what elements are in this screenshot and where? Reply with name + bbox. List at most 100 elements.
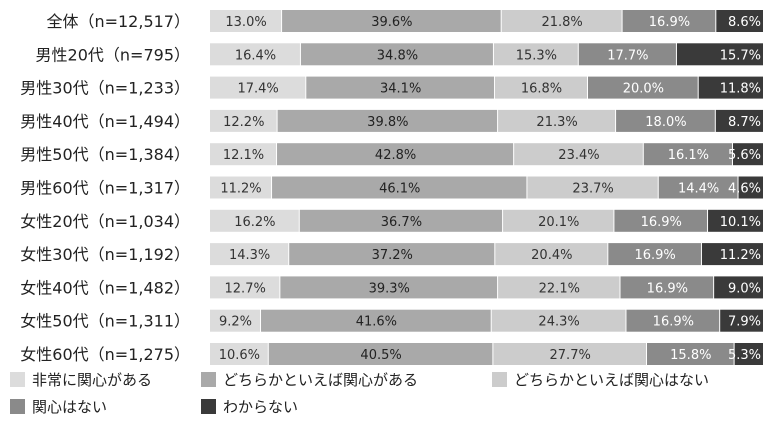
bar-segment xyxy=(210,243,289,266)
bar-value-label: 22.1% xyxy=(539,281,580,296)
legend-swatch xyxy=(492,372,507,387)
bar-segment xyxy=(708,209,763,232)
bar-segment xyxy=(272,176,527,199)
bar-segment xyxy=(614,209,708,232)
bar-segment xyxy=(620,276,714,299)
bar-value-label: 14.4% xyxy=(678,182,719,197)
legend-swatch xyxy=(10,372,25,387)
bar-value-label: 16.8% xyxy=(521,82,562,97)
bar-value-label: 15.3% xyxy=(516,48,557,63)
category-label: 男性60代（n=1,317） xyxy=(20,179,190,198)
bar-value-label: 34.1% xyxy=(380,82,421,97)
bar-value-label: 16.1% xyxy=(668,148,709,163)
bar-segment xyxy=(306,76,495,99)
bar-segment xyxy=(720,309,763,332)
bar-value-label: 15.8% xyxy=(670,348,711,363)
category-label: 女性40代（n=1,482） xyxy=(20,278,190,297)
bar-segment xyxy=(676,43,763,66)
bar-value-label: 23.7% xyxy=(572,182,613,197)
bar-segment xyxy=(698,76,763,99)
bar-segment xyxy=(493,343,646,365)
bar-value-label: 8.6% xyxy=(728,15,761,30)
bar-value-label: 27.7% xyxy=(550,348,591,363)
bar-value-label: 18.0% xyxy=(645,115,686,130)
legend-swatch xyxy=(201,372,216,387)
bar-segment xyxy=(277,109,498,132)
bar-value-label: 39.3% xyxy=(369,281,410,296)
category-label: 男性50代（n=1,384） xyxy=(20,145,190,164)
chart-rows: 全体（n=12,517） 13.0% 39.6% 21.8% 16.9% 8.6% 男性20… xyxy=(20,10,763,365)
bar-segment xyxy=(514,143,643,166)
bar-value-label: 10.1% xyxy=(720,215,761,230)
bar-segment xyxy=(495,76,587,99)
bar-segment xyxy=(493,43,578,66)
legend-label: 非常に関心がある xyxy=(32,371,152,389)
bar-segment xyxy=(498,109,616,132)
bar-segment xyxy=(646,343,734,365)
bar-segment xyxy=(280,276,498,299)
bar-segment xyxy=(210,43,300,66)
bar-value-label: 16.9% xyxy=(641,215,682,230)
bar-segment xyxy=(261,309,491,332)
category-label: 女性20代（n=1,034） xyxy=(20,212,190,231)
bar-value-label: 23.4% xyxy=(558,148,599,163)
category-label: 男性20代（n=795） xyxy=(36,45,190,64)
bar-segment xyxy=(210,309,261,332)
bar-segment xyxy=(626,309,720,332)
bar-segment xyxy=(498,276,620,299)
legend-swatch xyxy=(10,399,25,414)
category-label: 男性40代（n=1,494） xyxy=(20,112,190,131)
bar-segment xyxy=(503,209,614,232)
bar-segment xyxy=(715,109,763,132)
bar-segment xyxy=(491,309,626,332)
bar-segment xyxy=(732,143,763,166)
bar-value-label: 36.7% xyxy=(381,215,422,230)
bar-segment xyxy=(210,176,272,199)
bar-value-label: 11.8% xyxy=(720,82,761,97)
bar-segment xyxy=(299,209,503,232)
bar-value-label: 10.6% xyxy=(219,348,260,363)
bar-segment xyxy=(495,243,608,266)
bar-segment xyxy=(643,143,732,166)
bar-value-label: 21.8% xyxy=(541,15,582,30)
bar-value-label: 12.1% xyxy=(223,148,264,163)
bar-value-label: 16.9% xyxy=(653,315,694,330)
bar-value-label: 14.3% xyxy=(229,248,270,263)
bar-value-label: 16.9% xyxy=(649,15,690,30)
bar-segment xyxy=(701,243,763,266)
bar-value-label: 40.5% xyxy=(360,348,401,363)
bar-segment xyxy=(658,176,738,199)
bar-value-label: 20.4% xyxy=(531,248,572,263)
bar-segment xyxy=(608,243,701,266)
bar-value-label: 46.1% xyxy=(379,182,420,197)
legend-swatch xyxy=(201,399,216,414)
legend-label: 関心はない xyxy=(32,398,107,416)
bar-segment xyxy=(714,276,763,299)
bar-value-label: 16.9% xyxy=(647,281,688,296)
bar-value-label: 11.2% xyxy=(720,248,761,263)
bar-segment xyxy=(734,343,763,365)
bar-value-label: 41.6% xyxy=(356,315,397,330)
bar-segment xyxy=(210,10,282,32)
bar-value-label: 16.2% xyxy=(234,215,275,230)
bar-value-label: 7.9% xyxy=(728,315,761,330)
bar-value-label: 11.2% xyxy=(220,182,261,197)
bar-value-label: 12.7% xyxy=(225,281,266,296)
bar-value-label: 9.2% xyxy=(219,315,252,330)
bar-segment xyxy=(588,76,698,99)
bar-value-label: 4.6% xyxy=(728,182,761,197)
bar-segment xyxy=(210,143,277,166)
legend-label: どちらかといえば関心がある xyxy=(223,371,418,389)
bar-value-label: 12.2% xyxy=(223,115,264,130)
bar-segment xyxy=(616,109,715,132)
bar-segment xyxy=(210,109,277,132)
category-label: 女性50代（n=1,311） xyxy=(20,312,190,331)
category-label: 全体（n=12,517） xyxy=(46,12,190,31)
bar-value-label: 16.9% xyxy=(634,248,675,263)
bar-value-label: 34.8% xyxy=(377,48,418,63)
bar-segment xyxy=(527,176,658,199)
bar-segment xyxy=(277,143,514,166)
bar-segment xyxy=(210,276,280,299)
bar-value-label: 9.0% xyxy=(728,281,761,296)
